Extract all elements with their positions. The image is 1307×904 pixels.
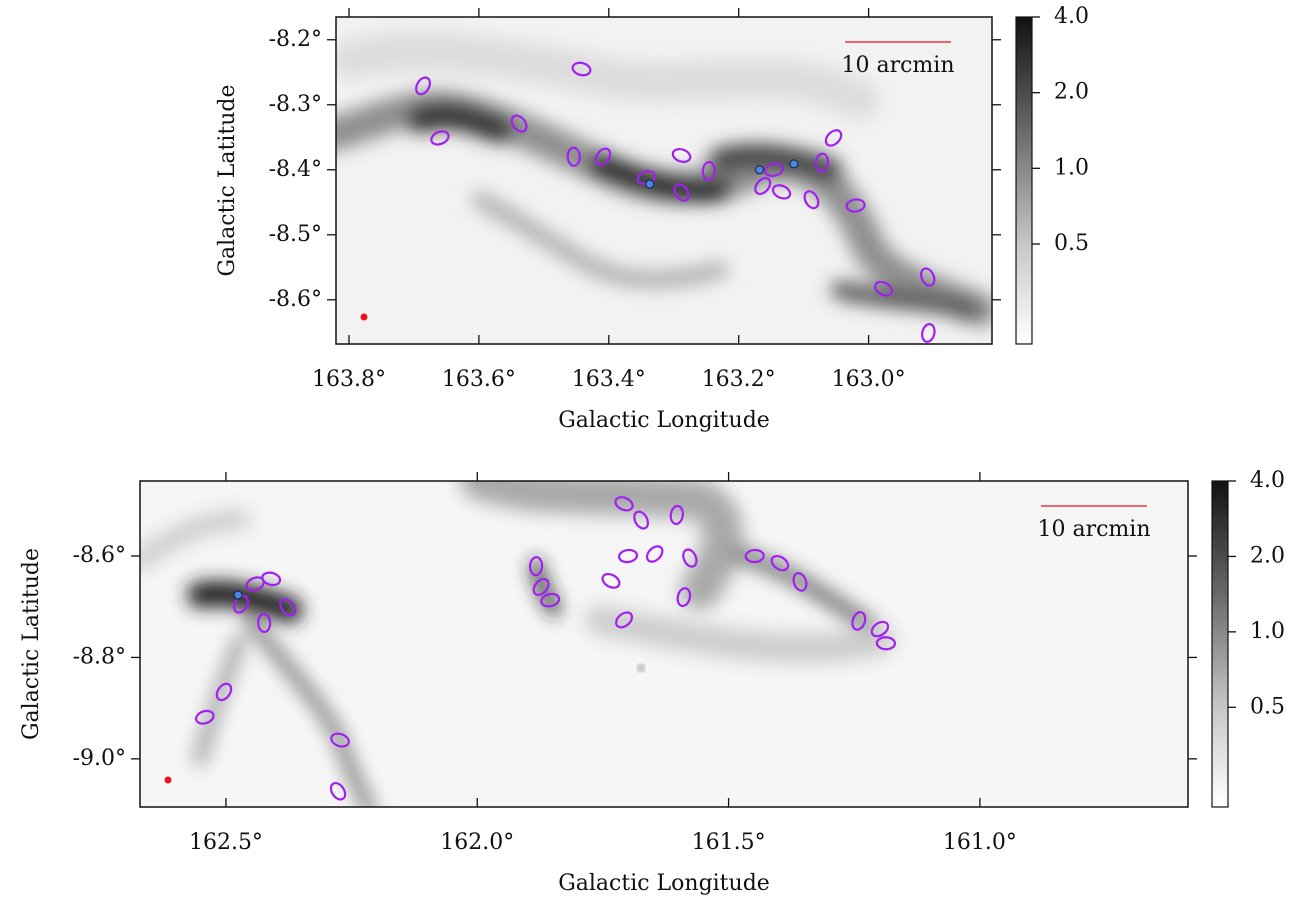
emission-image — [336, 17, 992, 344]
source-ellipse — [601, 572, 621, 589]
y-tick-label: -8.4° — [269, 157, 322, 182]
source-ellipse — [921, 322, 936, 343]
colorbar — [1211, 480, 1229, 808]
x-tick-label: 163.4° — [572, 367, 646, 392]
emission-image — [140, 481, 1188, 807]
source-ellipse — [870, 620, 890, 638]
source-ellipse — [594, 147, 612, 167]
source-ellipse — [415, 76, 432, 96]
x-tick-label: 163.2° — [702, 367, 776, 392]
source-ellipse — [874, 280, 894, 297]
point — [645, 179, 655, 189]
beam — [360, 313, 368, 321]
y-tick-label: -8.2° — [269, 27, 322, 52]
colorbar-tick-label: 4.0 — [1250, 468, 1285, 493]
source-ellipse — [233, 594, 250, 614]
source-ellipse — [671, 147, 692, 163]
source-ellipse — [430, 130, 450, 146]
x-tick-label: 163.6° — [442, 367, 516, 392]
source-ellipse — [792, 572, 808, 592]
colorbar-tick-label: 2.0 — [1250, 543, 1285, 568]
source-ellipse — [279, 598, 297, 617]
source-ellipse — [920, 267, 936, 287]
point — [233, 590, 243, 600]
x-axis-label: Galactic Longitude — [558, 871, 770, 896]
source-ellipse — [257, 612, 272, 634]
source-ellipse — [770, 554, 790, 572]
colorbar-tick-label: 1.0 — [1054, 155, 1089, 180]
source-ellipse — [763, 162, 784, 178]
y-tick-label: -8.5° — [269, 222, 322, 247]
source-ellipse — [194, 709, 215, 725]
source-ellipse — [845, 198, 866, 213]
source-ellipse — [540, 592, 561, 608]
source-ellipse — [566, 146, 581, 167]
source-ellipse — [615, 611, 634, 629]
x-axis-label: Galactic Longitude — [558, 408, 770, 433]
source-ellipse — [330, 732, 350, 748]
source-ellipse — [645, 545, 664, 563]
y-axis-label: Galactic Latitude — [19, 548, 44, 740]
source-ellipse — [669, 504, 684, 526]
colorbar-tick-label: 2.0 — [1054, 80, 1089, 105]
source-ellipse — [614, 496, 634, 512]
y-axis-label: Galactic Latitude — [215, 84, 240, 276]
source-ellipse — [532, 577, 550, 596]
x-tick-label: 162.0° — [440, 830, 514, 855]
source-ellipse — [814, 152, 830, 173]
source-ellipse — [824, 129, 843, 147]
y-tick-label: -8.6° — [73, 543, 126, 568]
y-tick-label: -8.6° — [269, 287, 322, 312]
plot-frame — [139, 480, 1189, 808]
source-ellipse — [676, 587, 692, 608]
x-tick-label: 161.5° — [692, 830, 766, 855]
source-ellipse — [673, 183, 690, 202]
colorbar-tick-label: 0.5 — [1054, 231, 1089, 256]
y-tick-label: -8.8° — [73, 644, 126, 669]
source-ellipse — [261, 571, 282, 587]
source-ellipse — [803, 190, 820, 210]
source-ellipse — [682, 548, 698, 568]
colorbar-tick-label: 4.0 — [1054, 4, 1089, 29]
x-tick-label: 163.0° — [832, 367, 906, 392]
y-tick-label: -9.0° — [73, 746, 126, 771]
source-ellipse — [754, 177, 772, 196]
beam — [164, 776, 172, 784]
colorbar-tick-label: 1.0 — [1250, 619, 1285, 644]
colorbar-tick-label: 0.5 — [1250, 694, 1285, 719]
source-ellipse — [510, 114, 528, 133]
x-tick-label: 161.0° — [943, 830, 1017, 855]
scale-bar-label: 10 arcmin — [841, 53, 954, 78]
source-ellipse — [618, 548, 639, 564]
source-ellipse — [329, 782, 347, 801]
source-ellipse — [215, 682, 233, 702]
colorbar — [1015, 16, 1033, 345]
scale-bar-label: 10 arcmin — [1037, 517, 1150, 542]
plot-frame — [335, 16, 993, 345]
point — [789, 159, 799, 169]
source-ellipse — [571, 61, 592, 77]
source-ellipse — [633, 510, 650, 530]
source-ellipse — [528, 556, 544, 577]
source-ellipse — [771, 184, 792, 200]
x-tick-label: 162.5° — [189, 830, 263, 855]
y-tick-label: -8.3° — [269, 92, 322, 117]
point — [754, 165, 764, 175]
source-ellipse — [851, 611, 867, 631]
source-ellipse — [701, 160, 716, 182]
x-tick-label: 163.8° — [312, 367, 386, 392]
source-ellipse — [744, 548, 765, 564]
source-ellipse — [875, 636, 897, 651]
